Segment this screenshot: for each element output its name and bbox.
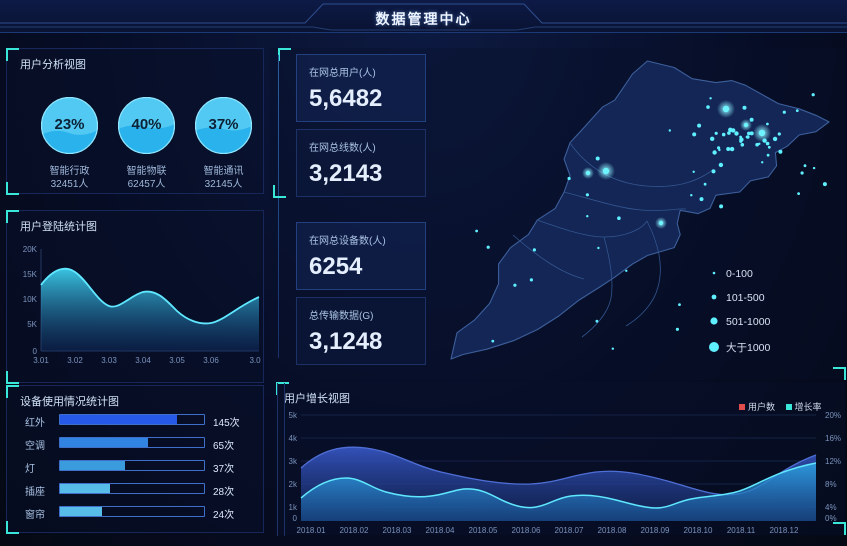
svg-text:0: 0: [293, 514, 298, 523]
svg-text:3.06: 3.06: [203, 356, 219, 365]
svg-text:8%: 8%: [825, 480, 837, 489]
svg-text:20K: 20K: [23, 245, 38, 254]
svg-text:2018.07: 2018.07: [555, 526, 584, 533]
svg-text:2018.06: 2018.06: [512, 526, 541, 533]
svg-text:2018.02: 2018.02: [340, 526, 369, 533]
svg-text:5k: 5k: [289, 411, 298, 420]
svg-text:101-500: 101-500: [726, 292, 765, 304]
svg-text:2018.11: 2018.11: [727, 526, 756, 533]
svg-text:5K: 5K: [27, 320, 37, 329]
svg-text:501-1000: 501-1000: [726, 316, 771, 328]
svg-text:0-100: 0-100: [726, 268, 753, 280]
svg-text:0: 0: [33, 347, 38, 356]
svg-text:4k: 4k: [289, 434, 298, 443]
svg-text:4%: 4%: [825, 503, 837, 512]
svg-text:16%: 16%: [825, 434, 841, 443]
svg-text:12%: 12%: [825, 457, 841, 466]
svg-text:2k: 2k: [289, 480, 298, 489]
svg-text:2018.05: 2018.05: [469, 526, 498, 533]
svg-text:2018.12: 2018.12: [770, 526, 799, 533]
svg-text:3.05: 3.05: [169, 356, 185, 365]
svg-text:3.03: 3.03: [101, 356, 117, 365]
svg-text:2018.08: 2018.08: [598, 526, 627, 533]
svg-text:2018.01: 2018.01: [297, 526, 326, 533]
svg-text:1k: 1k: [289, 503, 298, 512]
svg-text:2018.03: 2018.03: [383, 526, 412, 533]
svg-text:3.0: 3.0: [249, 356, 261, 365]
svg-text:10K: 10K: [23, 295, 38, 304]
svg-text:0%: 0%: [825, 514, 837, 523]
svg-text:2018.09: 2018.09: [641, 526, 670, 533]
svg-text:3.01: 3.01: [33, 356, 49, 365]
svg-text:2018.10: 2018.10: [684, 526, 713, 533]
svg-text:3.04: 3.04: [135, 356, 151, 365]
svg-text:3k: 3k: [289, 457, 298, 466]
svg-text:15K: 15K: [23, 270, 38, 279]
svg-text:3.02: 3.02: [67, 356, 83, 365]
svg-text:2018.04: 2018.04: [426, 526, 455, 533]
svg-text:20%: 20%: [825, 411, 841, 420]
svg-text:大于1000: 大于1000: [726, 341, 771, 354]
